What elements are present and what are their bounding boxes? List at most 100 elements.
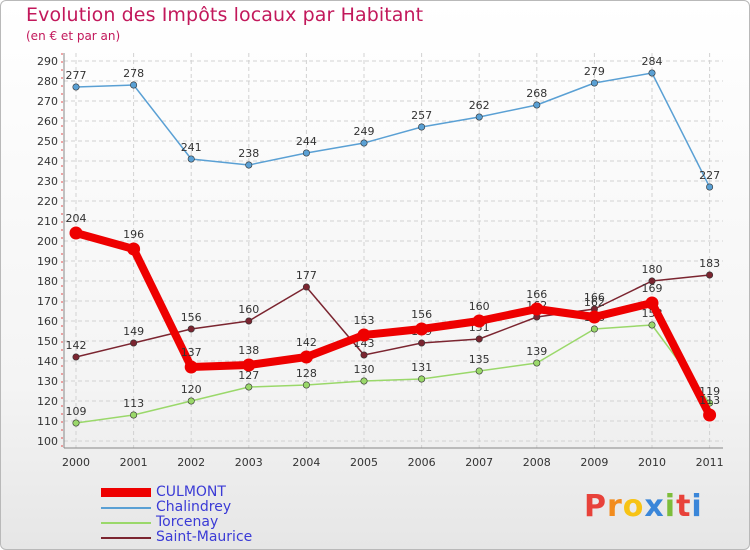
data-point-saint-maurice [187, 325, 195, 333]
data-point-culmont [184, 360, 198, 374]
data-point-torcenay [590, 325, 598, 333]
y-tick-label: 200 [37, 235, 58, 248]
data-label-saint-maurice: 177 [296, 269, 317, 282]
x-tick-label: 2003 [235, 456, 263, 469]
data-point-saint-maurice [302, 283, 310, 291]
y-tick-label: 120 [37, 395, 58, 408]
data-point-saint-maurice [475, 335, 483, 343]
data-point-chalindrey [648, 69, 656, 77]
data-point-torcenay [302, 381, 310, 389]
data-label-chalindrey: 244 [296, 135, 317, 148]
legend-item-chalindrey: Chalindrey [101, 500, 252, 515]
data-point-chalindrey [533, 101, 541, 109]
data-label-torcenay: 113 [123, 397, 144, 410]
data-point-saint-maurice [648, 277, 656, 285]
data-point-torcenay [418, 375, 426, 383]
data-point-culmont [472, 314, 486, 328]
data-point-saint-maurice [360, 351, 368, 359]
x-tick-label: 2008 [523, 456, 551, 469]
series-line-saint-maurice [75, 274, 711, 358]
data-point-torcenay [360, 377, 368, 385]
data-point-torcenay [187, 397, 195, 405]
logo-letter: o [622, 489, 645, 524]
x-tick-label: 2007 [465, 456, 493, 469]
y-tick-label: 230 [37, 175, 58, 188]
data-label-chalindrey: 257 [411, 109, 432, 122]
x-tick-label: 2011 [696, 456, 724, 469]
y-tick-label: 140 [37, 355, 58, 368]
logo-letter: i [691, 489, 703, 524]
data-label-culmont: 160 [469, 300, 490, 313]
x-tick-label: 2002 [177, 456, 205, 469]
y-tick-label: 260 [37, 115, 58, 128]
legend-label: CULMONT [156, 484, 226, 500]
x-tick-label: 2010 [638, 456, 666, 469]
x-tick-label: 2000 [62, 456, 90, 469]
legend-swatch [101, 488, 151, 497]
logo-letter: t [676, 489, 692, 524]
series-line-chalindrey [75, 72, 711, 188]
data-label-saint-maurice: 156 [181, 311, 202, 324]
data-label-torcenay: 120 [181, 383, 202, 396]
y-tick-label: 240 [37, 155, 58, 168]
y-tick-label: 290 [37, 55, 58, 68]
data-label-torcenay: 131 [411, 361, 432, 374]
y-tick-label: 100 [37, 435, 58, 448]
data-label-culmont: 204 [66, 212, 87, 225]
data-label-torcenay: 130 [354, 363, 375, 376]
data-point-culmont [587, 310, 601, 324]
legend-item-torcenay: Torcenay [101, 515, 252, 530]
data-point-chalindrey [706, 183, 714, 191]
logo-letter: r [607, 489, 623, 524]
data-label-chalindrey: 284 [642, 55, 663, 68]
data-point-chalindrey [245, 161, 253, 169]
logo-letter: i [664, 489, 677, 524]
data-point-culmont [127, 242, 141, 256]
data-label-saint-maurice: 149 [123, 325, 144, 338]
data-label-culmont: 138 [238, 344, 259, 357]
data-label-culmont: 113 [699, 394, 720, 407]
y-tick-label: 160 [37, 315, 58, 328]
data-point-culmont [703, 408, 717, 422]
data-point-saint-maurice [130, 339, 138, 347]
series-line-torcenay [75, 324, 711, 424]
data-point-culmont [242, 358, 256, 372]
data-point-saint-maurice [418, 339, 426, 347]
legend-label: Chalindrey [156, 499, 232, 515]
data-label-culmont: 169 [642, 282, 663, 295]
x-tick-label: 2004 [292, 456, 320, 469]
y-tick-label: 280 [37, 75, 58, 88]
legend-swatch [101, 506, 151, 509]
y-tick-label: 180 [37, 275, 58, 288]
data-label-chalindrey: 249 [354, 125, 375, 138]
y-tick-label: 220 [37, 195, 58, 208]
data-label-saint-maurice: 166 [584, 291, 605, 304]
data-label-culmont: 153 [354, 314, 375, 327]
data-label-chalindrey: 277 [66, 69, 87, 82]
data-point-torcenay [475, 367, 483, 375]
data-point-culmont [530, 302, 544, 316]
legend-item-saint-maurice: Saint-Maurice [101, 530, 252, 545]
proxiti-logo: Proxiti [584, 489, 703, 524]
data-point-torcenay [533, 359, 541, 367]
data-point-chalindrey [418, 123, 426, 131]
data-label-torcenay: 127 [238, 369, 259, 382]
data-point-chalindrey [302, 149, 310, 157]
data-point-chalindrey [590, 79, 598, 87]
data-point-chalindrey [72, 83, 80, 91]
data-point-saint-maurice [72, 353, 80, 361]
data-point-chalindrey [475, 113, 483, 121]
data-label-saint-maurice: 183 [699, 257, 720, 270]
data-label-culmont: 142 [296, 336, 317, 349]
legend-label: Saint-Maurice [156, 529, 253, 545]
data-point-torcenay [130, 411, 138, 419]
data-label-culmont: 162 [584, 296, 605, 309]
legend-swatch [101, 521, 151, 524]
legend-swatch [101, 536, 151, 539]
y-tick-label: 190 [37, 255, 58, 268]
data-label-chalindrey: 262 [469, 99, 490, 112]
data-point-torcenay [72, 419, 80, 427]
data-point-culmont [299, 350, 313, 364]
